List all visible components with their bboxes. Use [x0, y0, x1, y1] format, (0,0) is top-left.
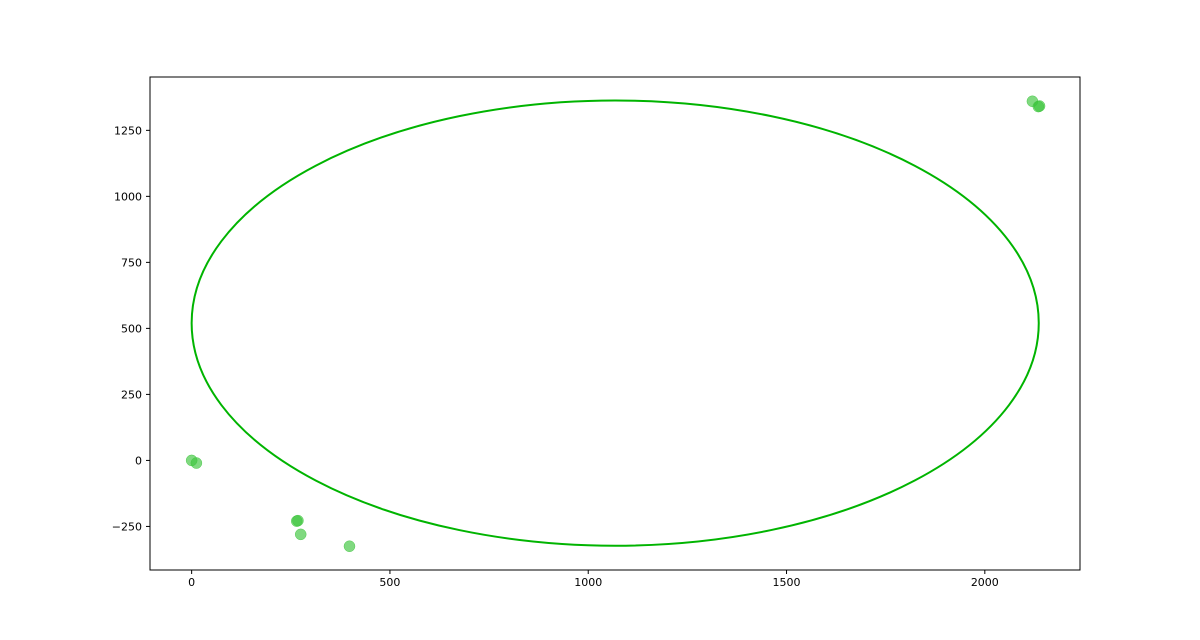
- plot-area: [150, 77, 1080, 570]
- x-tick-label: 1500: [773, 576, 801, 589]
- x-tick-label: 2000: [971, 576, 999, 589]
- scatter-point: [294, 528, 307, 541]
- x-tick-label: 1000: [574, 576, 602, 589]
- scatter-point: [190, 457, 203, 469]
- x-tick-label: 500: [379, 576, 400, 589]
- y-tick-label: 500: [121, 322, 142, 335]
- scatter-point: [292, 514, 304, 527]
- y-axis: −250 0 250 500 750 1000 1250: [112, 124, 150, 533]
- x-tick-label: 0: [188, 576, 195, 589]
- fitted-ellipse: [190, 99, 1040, 547]
- y-tick-label: 1250: [114, 124, 142, 137]
- points-layer: [185, 95, 1046, 552]
- plot-frame: [149, 76, 1081, 571]
- x-axis: 0 500 1000 1500 2000: [188, 570, 999, 589]
- y-tick-label: 0: [135, 454, 142, 467]
- y-tick-label: −250: [112, 520, 142, 533]
- y-tick-label: 250: [121, 388, 142, 401]
- y-tick-label: 1000: [114, 190, 142, 203]
- y-tick-label: 750: [121, 256, 142, 269]
- scatter-point: [343, 540, 356, 552]
- scatter-point: [1033, 100, 1046, 112]
- ellipse-layer: [190, 99, 1040, 547]
